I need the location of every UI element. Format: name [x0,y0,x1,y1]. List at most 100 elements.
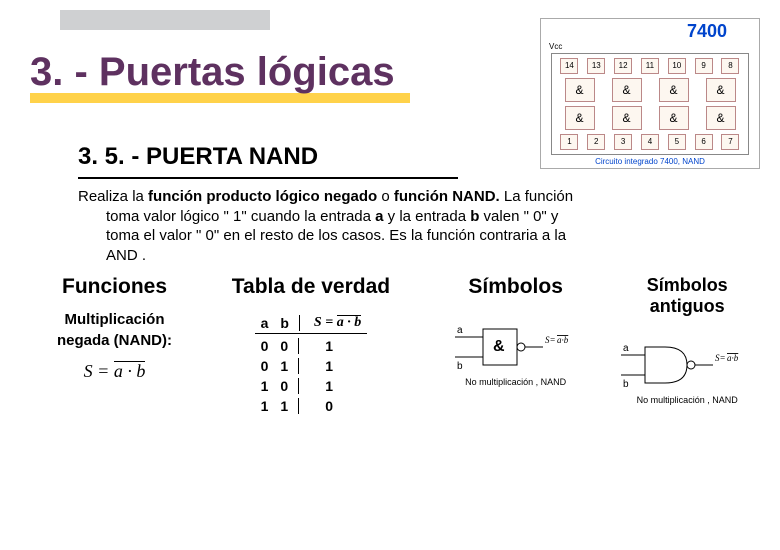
t: 0 [299,398,359,414]
t: 0 [280,338,292,354]
sym-b: b [623,379,629,390]
t: antiguos [650,296,725,316]
t: b [470,208,479,225]
sym-out-ab: a·b [727,353,739,363]
formula-S: S [84,361,93,381]
t: valen " 0" y [479,208,558,225]
func-header: Funciones [40,275,189,299]
t: 0 [261,358,273,374]
body-bold1: función producto lógico negado [148,188,377,205]
sym-a: a [623,343,629,354]
pin: 5 [668,134,686,150]
tt-head: a b S = a · b [255,315,368,334]
col-truth: Tabla de verdad a b S = a · b 0 01 0 11 … [195,275,427,416]
body-bold2: función NAND. [394,188,500,205]
gate: & [706,78,736,102]
sym-caption1: No multiplicación , NAND [433,377,599,387]
gate: & [612,78,642,102]
t: 1 [261,378,273,394]
t: Símbolos [647,275,728,295]
t: 1 [299,338,359,354]
chip-label: 7400 [543,21,757,42]
formula-eq: = [93,361,114,381]
t: 1 [280,358,292,374]
t: a [261,315,273,331]
chip-vcc: Vcc [543,42,757,51]
tt-row: 0 11 [255,354,368,374]
tt-formula-head: S = a · b [304,315,367,331]
chip-body: 14 13 12 11 10 9 8 & & & & & & & & 1 2 3… [551,53,749,155]
chip-diagram: 7400 Vcc 14 13 12 11 10 9 8 & & & & & & … [540,18,760,169]
sym-out: S= [545,335,556,345]
tt-row: 1 01 [255,374,368,394]
t: a [375,208,383,225]
body-text: Realiza la función producto lógico negad… [78,187,708,265]
gate: & [612,106,642,130]
truth-table: a b S = a · b 0 01 0 11 1 01 1 10 [255,315,368,414]
pin: 4 [641,134,659,150]
formula-ab: a · b [114,361,146,381]
pin: 11 [641,58,659,74]
t: b [280,315,293,331]
gate-row-bottom: & & & & [556,106,744,130]
sym-out-ab: a·b [557,335,569,345]
pin: 8 [721,58,739,74]
pin: 10 [668,58,686,74]
pin: 1 [560,134,578,150]
columns: Funciones Multiplicación negada (NAND): … [40,275,770,416]
t: toma valor lógico " 1" cuando la entrada [106,208,375,225]
t: 1 [261,398,273,414]
sym-header: Símbolos [433,275,599,299]
symbol-iec: a b & S= a·b No multiplicación , NAND [433,319,599,387]
gate: & [659,78,689,102]
sym-amp: & [493,338,505,355]
tt-row: 0 01 [255,334,368,354]
col-symbols-old: Símbolos antiguos a b S= a·b No multipli… [604,275,770,416]
t: 1 [299,378,359,394]
gate: & [659,106,689,130]
nand-iec-icon: a b & S= a·b [451,319,581,375]
t: S [314,315,322,330]
body-rest1: La función [500,188,573,205]
sym-out: S= [715,353,726,363]
t: 0 [280,378,292,394]
sym-old-header: Símbolos antiguos [604,275,770,317]
sym-caption2: No multiplicación , NAND [604,395,770,405]
col-symbols: Símbolos a b & S= a·b No multiplicación … [433,275,599,416]
t: y la entrada [384,208,471,225]
pin: 7 [721,134,739,150]
tt-row: 1 10 [255,394,368,414]
pin: 12 [614,58,632,74]
sym-b: b [457,361,463,372]
gate: & [565,78,595,102]
func-label2: negada (NAND): [40,332,189,349]
body-line2: toma valor lógico " 1" cuando la entrada… [78,207,708,227]
col-funciones: Funciones Multiplicación negada (NAND): … [40,275,189,416]
func-label1: Multiplicación [40,311,189,328]
tt-ab-head: a b [255,315,300,331]
pin: 14 [560,58,578,74]
gate: & [565,106,595,130]
body-mid1: o [377,188,394,205]
pin: 13 [587,58,605,74]
main-title: 3. - Puertas lógicas [30,50,395,95]
symbol-ansi: a b S= a·b No multiplicación , NAND [604,337,770,405]
pin: 2 [587,134,605,150]
t: 1 [299,358,359,374]
truth-header: Tabla de verdad [195,275,427,299]
gate: & [706,106,736,130]
pin: 9 [695,58,713,74]
t: a · b [337,315,362,330]
gate-row-top: & & & & [556,78,744,102]
nand-ansi-icon: a b S= a·b [617,337,757,393]
body-line3: toma el valor " 0" en el resto de los ca… [78,226,708,246]
pin-row-top: 14 13 12 11 10 9 8 [556,58,744,74]
t: 1 [280,398,292,414]
t: 0 [261,338,273,354]
body-line4: AND . [78,246,708,266]
pin: 6 [695,134,713,150]
pin: 3 [614,134,632,150]
pin-row-bottom: 1 2 3 4 5 6 7 [556,134,744,150]
subtitle: 3. 5. - PUERTA NAND [78,143,458,179]
body-lead: Realiza la [78,188,148,205]
